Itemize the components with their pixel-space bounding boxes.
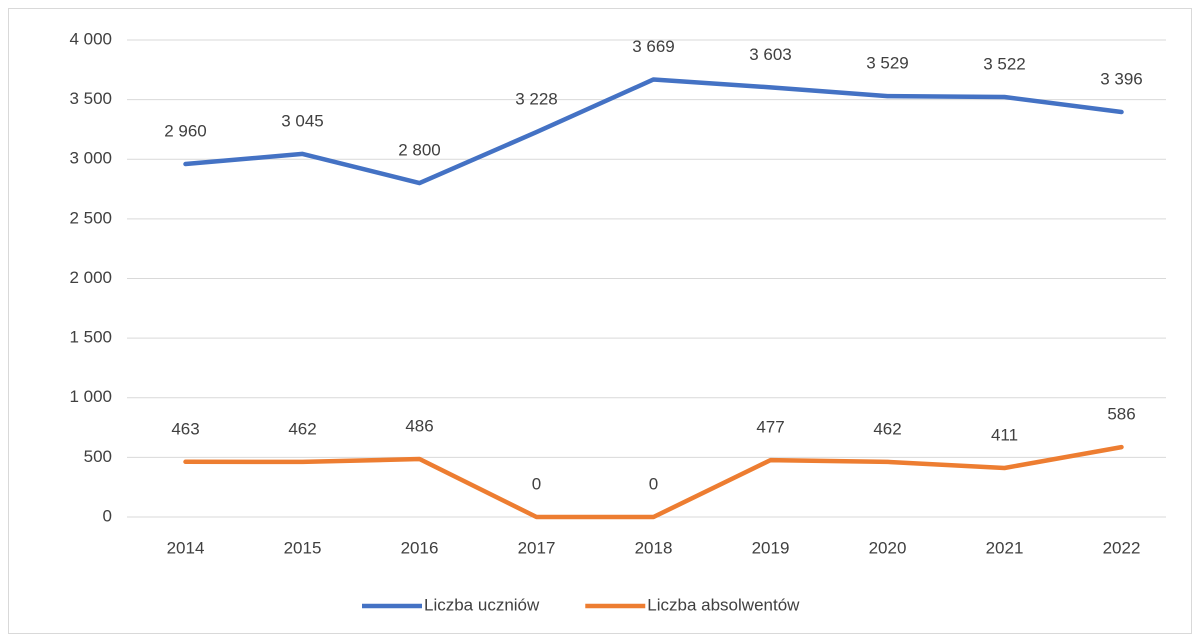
data-label: 2 960 — [164, 122, 207, 141]
data-label: 2 800 — [398, 141, 441, 160]
line — [183, 444, 1124, 520]
data-label: 463 — [171, 419, 199, 438]
x-tick-label: 2014 — [167, 538, 205, 557]
data-label: 0 — [532, 474, 541, 493]
data-label: 3 669 — [632, 37, 675, 56]
y-tick-label: 2 000 — [69, 268, 112, 287]
data-label: 3 228 — [515, 90, 558, 109]
x-tick-label: 2022 — [1103, 538, 1141, 557]
y-tick-label: 0 — [103, 506, 112, 525]
data-label: 486 — [405, 417, 433, 436]
y-tick-label: 2 500 — [69, 208, 112, 227]
data-label: 3 529 — [866, 54, 909, 73]
x-tick-label: 2015 — [284, 538, 322, 557]
legend-label: Liczba uczniów — [424, 595, 540, 614]
x-tick-label: 2019 — [752, 538, 790, 557]
x-tick-label: 2016 — [401, 538, 439, 557]
data-label: 3 603 — [749, 45, 792, 64]
x-tick-label: 2021 — [986, 538, 1024, 557]
y-tick-label: 1 000 — [69, 387, 112, 406]
y-tick-label: 3 000 — [69, 149, 112, 168]
data-label: 0 — [649, 474, 658, 493]
data-label: 586 — [1107, 405, 1135, 424]
x-tick-label: 2017 — [518, 538, 556, 557]
data-label: 3 396 — [1100, 70, 1143, 89]
y-tick-label: 1 500 — [69, 328, 112, 347]
data-label: 3 522 — [983, 54, 1026, 73]
data-label: 462 — [288, 419, 316, 438]
data-label: 411 — [991, 425, 1018, 444]
line — [183, 77, 1124, 186]
y-tick-label: 4 000 — [69, 29, 112, 48]
y-tick-label: 500 — [84, 447, 112, 466]
data-label: 462 — [873, 419, 901, 438]
x-tick-label: 2020 — [869, 538, 907, 557]
x-tick-label: 2018 — [635, 538, 673, 557]
y-tick-label: 3 500 — [69, 89, 112, 108]
data-label: 477 — [756, 418, 784, 437]
data-label: 3 045 — [281, 111, 324, 130]
legend-label: Liczba absolwentów — [647, 595, 800, 614]
chart-frame — [8, 8, 1192, 634]
